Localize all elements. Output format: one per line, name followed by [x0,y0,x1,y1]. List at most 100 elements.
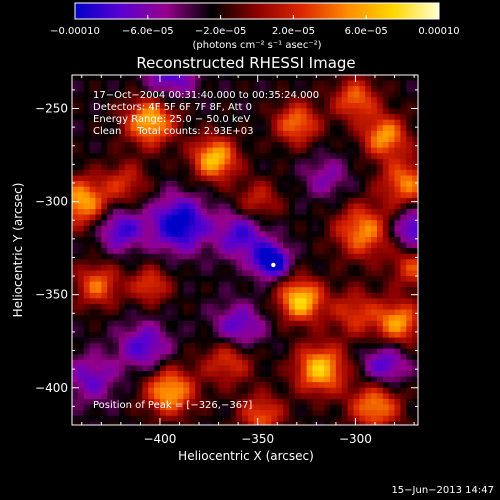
heatmap-cell [371,119,378,126]
heatmap-cell [412,382,418,389]
heatmap-cell [353,248,360,255]
heatmap-cell [218,209,226,216]
heatmap-cell [294,147,302,154]
heatmap-cell [259,125,267,132]
heatmap-cell [288,404,296,411]
heatmap-cell [224,376,231,383]
heatmap-cell [265,119,272,126]
heatmap-cell [177,97,185,104]
heatmap-cell [247,231,255,238]
heatmap-cell [335,382,343,389]
heatmap-cell [376,91,384,98]
heatmap-cell [382,343,390,350]
heatmap-cell [195,203,202,210]
heatmap-cell [107,427,113,433]
heatmap-cell [107,387,114,394]
heatmap-cell [118,376,126,383]
heatmap-cell [271,158,278,165]
heatmap-cell [159,309,167,316]
heatmap-cell [113,220,120,227]
heatmap-cell [242,220,249,227]
heatmap-cell [89,130,97,138]
heatmap-cell [283,91,290,98]
heatmap-cell [165,326,173,333]
heatmap-cell [347,181,355,188]
heatmap-cell [136,130,143,138]
heatmap-cell [107,158,114,165]
heatmap-cell [154,264,161,272]
heatmap-cell [189,181,196,188]
heatmap-cell [171,326,179,333]
heatmap-cell [371,197,378,205]
heatmap-cell [165,153,173,160]
heatmap-cell [335,197,343,205]
heatmap-cell [77,153,85,160]
heatmap-cell [224,270,231,277]
heatmap-cell [271,114,278,121]
heatmap-cell [242,404,249,411]
heatmap-cell [247,186,255,193]
heatmap-cell [206,119,214,126]
heatmap-cell [101,119,108,126]
heatmap-cell [101,86,108,93]
heatmap-cell [371,169,378,177]
heatmap-cell [95,125,102,132]
heatmap-cell [347,348,355,355]
heatmap-cell [165,359,173,367]
heatmap-cell [189,97,196,104]
heatmap-cell [236,398,243,406]
heatmap-cell [271,175,278,182]
heatmap-cell [113,114,120,121]
heatmap-cell [406,242,413,249]
heatmap-cell [95,253,102,260]
heatmap-cell [136,86,143,93]
heatmap-cell [277,153,284,160]
heatmap-cell [359,181,366,188]
heatmap-cell [382,214,390,221]
heatmap-cell [77,365,85,372]
heatmap-cell [400,130,407,138]
heatmap-cell [382,298,390,305]
heatmap-cell [347,164,355,171]
heatmap-cell [207,427,213,433]
heatmap-cell [154,376,161,383]
heatmap-cell [353,287,360,294]
heatmap-cell [107,75,114,82]
heatmap-cell [294,315,302,322]
heatmap-cell [77,320,85,327]
heatmap-cell [394,181,401,188]
heatmap-cell [224,164,231,171]
heatmap-cell [406,214,413,221]
heatmap-cell [418,276,424,282]
heatmap-cell [330,410,337,417]
heatmap-cell [113,108,120,115]
heatmap-cell [218,326,226,333]
heatmap-cell [130,259,138,266]
heatmap-cell [306,220,314,227]
heatmap-cell [406,97,413,104]
heatmap-cell [388,91,396,98]
heatmap-cell [271,281,278,288]
heatmap-cell [259,108,267,115]
heatmap-cell [388,142,396,149]
heatmap-cell [300,337,308,344]
heatmap-cell [242,376,249,383]
heatmap-cell [330,248,337,255]
heatmap-cell [259,365,267,372]
heatmap-cell [206,303,214,311]
heatmap-cell [324,114,331,121]
heatmap-cell [159,354,167,361]
heatmap-cell [195,259,202,266]
heatmap-cell [353,231,360,238]
heatmap-cell [101,130,108,138]
heatmap-cell [236,97,243,104]
heatmap-cell [353,343,360,350]
heatmap-cell [412,264,418,272]
heatmap-cell [118,253,126,260]
heatmap-cell [271,203,278,210]
heatmap-cell [95,80,102,87]
heatmap-cell [95,309,102,316]
heatmap-cell [294,225,302,232]
heatmap-cell [288,203,296,210]
heatmap-cell [418,310,424,316]
